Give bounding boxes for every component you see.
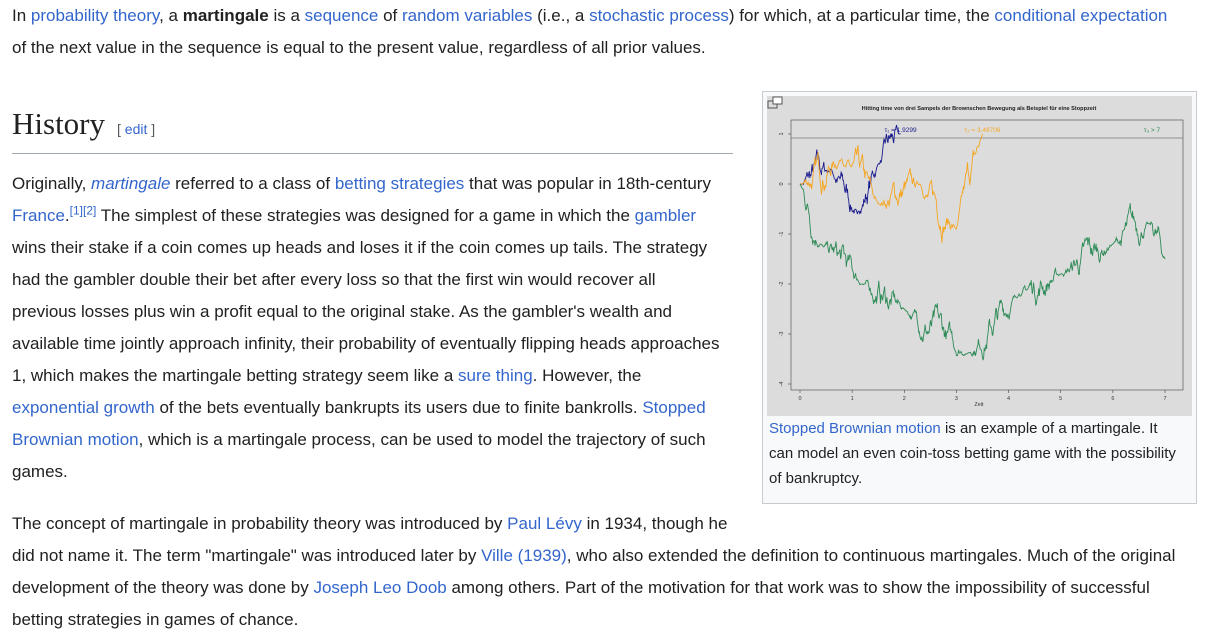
x-axis-label: Zeit bbox=[974, 402, 984, 408]
brownian-path bbox=[799, 133, 983, 243]
link[interactable]: betting strategies bbox=[334, 174, 465, 193]
text: , who also extended the definition to co… bbox=[12, 546, 1176, 597]
annotation: τ₃ > 7 bbox=[1144, 127, 1161, 134]
link[interactable]: probability theory bbox=[30, 6, 160, 25]
text: The concept of martingale in probability… bbox=[12, 514, 508, 533]
link[interactable]: exponential growth bbox=[12, 398, 155, 417]
reference[interactable]: [2] bbox=[83, 203, 97, 218]
bracket: [ bbox=[117, 121, 121, 137]
edit-link[interactable]: edit bbox=[124, 121, 148, 137]
link[interactable]: Paul Lévy bbox=[507, 514, 582, 533]
figure-caption: Stopped Brownian motion is an example of… bbox=[769, 416, 1179, 491]
reference[interactable]: [1] bbox=[69, 203, 83, 218]
brownian-path bbox=[799, 183, 1166, 361]
link[interactable]: stochastic process bbox=[589, 6, 729, 25]
x-tick-label: 6 bbox=[1111, 396, 1114, 402]
text: of bbox=[378, 6, 402, 25]
enlarge-icon[interactable] bbox=[767, 96, 783, 110]
bold-term: martingale bbox=[182, 6, 269, 25]
x-tick-label: 2 bbox=[903, 396, 906, 402]
y-tick-label: -3 bbox=[779, 332, 785, 337]
text: of the bets eventually bankrupts its use… bbox=[154, 398, 643, 417]
text: wins their stake if a coin comes up head… bbox=[12, 238, 720, 385]
link[interactable]: Stopped Brownian motion bbox=[12, 398, 706, 449]
x-tick-label: 4 bbox=[1007, 396, 1010, 402]
figure-image[interactable]: Hitting time von drei Sampels der Browns… bbox=[767, 96, 1192, 416]
text: among others. Part of the motivation for… bbox=[12, 578, 1150, 629]
text: is an example of a martingale. It can mo… bbox=[769, 420, 1176, 487]
text: Originally, bbox=[12, 174, 92, 193]
y-tick-label: 1 bbox=[779, 132, 785, 135]
section-heading: History [ edit ] bbox=[12, 104, 733, 154]
link[interactable]: sequence bbox=[304, 6, 379, 25]
annotation: τ₂ = 3.49706 bbox=[965, 127, 1001, 134]
text: In bbox=[12, 6, 31, 25]
text: in 1934, though he did not name it. The … bbox=[12, 514, 728, 565]
figure: Hitting time von drei Sampels der Browns… bbox=[762, 91, 1197, 504]
text: The simplest of these strategies was des… bbox=[96, 206, 635, 225]
text: that was popular in 18th-century bbox=[464, 174, 711, 193]
paragraph: The concept of martingale in probability… bbox=[12, 508, 1197, 636]
heading-text: History bbox=[12, 106, 105, 141]
image-title: Hitting time von drei Sampels der Browns… bbox=[862, 106, 1097, 112]
x-tick-label: 1 bbox=[851, 396, 854, 402]
text: (i.e., a bbox=[532, 6, 590, 25]
text: . However, the bbox=[532, 366, 642, 385]
edit-section: [ edit ] bbox=[117, 121, 155, 137]
text: of the next value in the sequence is equ… bbox=[12, 38, 706, 57]
link[interactable]: Joseph Leo Doob bbox=[313, 578, 447, 597]
y-tick-label: 0 bbox=[779, 182, 785, 185]
link[interactable]: random variables bbox=[401, 6, 533, 25]
y-tick-label: -4 bbox=[779, 382, 785, 387]
x-tick-label: 7 bbox=[1163, 396, 1166, 402]
link[interactable]: France bbox=[12, 206, 65, 225]
y-tick-label: -1 bbox=[779, 232, 785, 237]
text: referred to a class of bbox=[170, 174, 335, 193]
annotation: τ₁ = 1.9299 bbox=[885, 127, 917, 134]
text: , a bbox=[159, 6, 183, 25]
link[interactable]: sure thing bbox=[458, 366, 533, 385]
link[interactable]: conditional expectation bbox=[994, 6, 1168, 25]
bracket: ] bbox=[151, 121, 156, 137]
link[interactable]: Ville (1939) bbox=[481, 546, 567, 565]
x-tick-label: 3 bbox=[955, 396, 958, 402]
link[interactable]: Stopped Brownian motion bbox=[769, 420, 941, 437]
y-tick-label: -2 bbox=[779, 282, 785, 287]
text: is a bbox=[268, 6, 305, 25]
text: ) for which, at a particular time, the bbox=[728, 6, 995, 25]
x-tick-label: 0 bbox=[798, 396, 801, 402]
text: , which is a martingale process, can be … bbox=[12, 430, 706, 481]
intro-paragraph: In probability theory, a martingale is a… bbox=[12, 0, 1172, 64]
text: . bbox=[64, 206, 70, 225]
link[interactable]: martingale bbox=[91, 174, 171, 193]
paragraph: Originally, martingale referred to a cla… bbox=[12, 168, 722, 488]
brownian-path bbox=[799, 124, 901, 215]
article: In probability theory, a martingale is a… bbox=[12, 0, 1197, 636]
x-tick-label: 5 bbox=[1059, 396, 1062, 402]
link[interactable]: gambler bbox=[634, 206, 697, 225]
